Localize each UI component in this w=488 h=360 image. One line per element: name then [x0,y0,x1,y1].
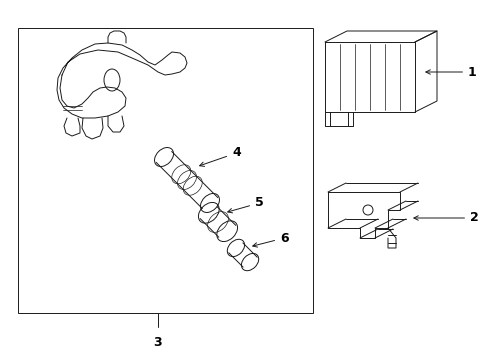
Text: 6: 6 [252,231,288,247]
Text: 2: 2 [413,211,478,225]
Bar [18,28,312,313]
Text: 4: 4 [199,147,240,166]
Text: 3: 3 [153,336,162,348]
Text: 5: 5 [227,197,263,213]
Text: 1: 1 [425,66,476,78]
